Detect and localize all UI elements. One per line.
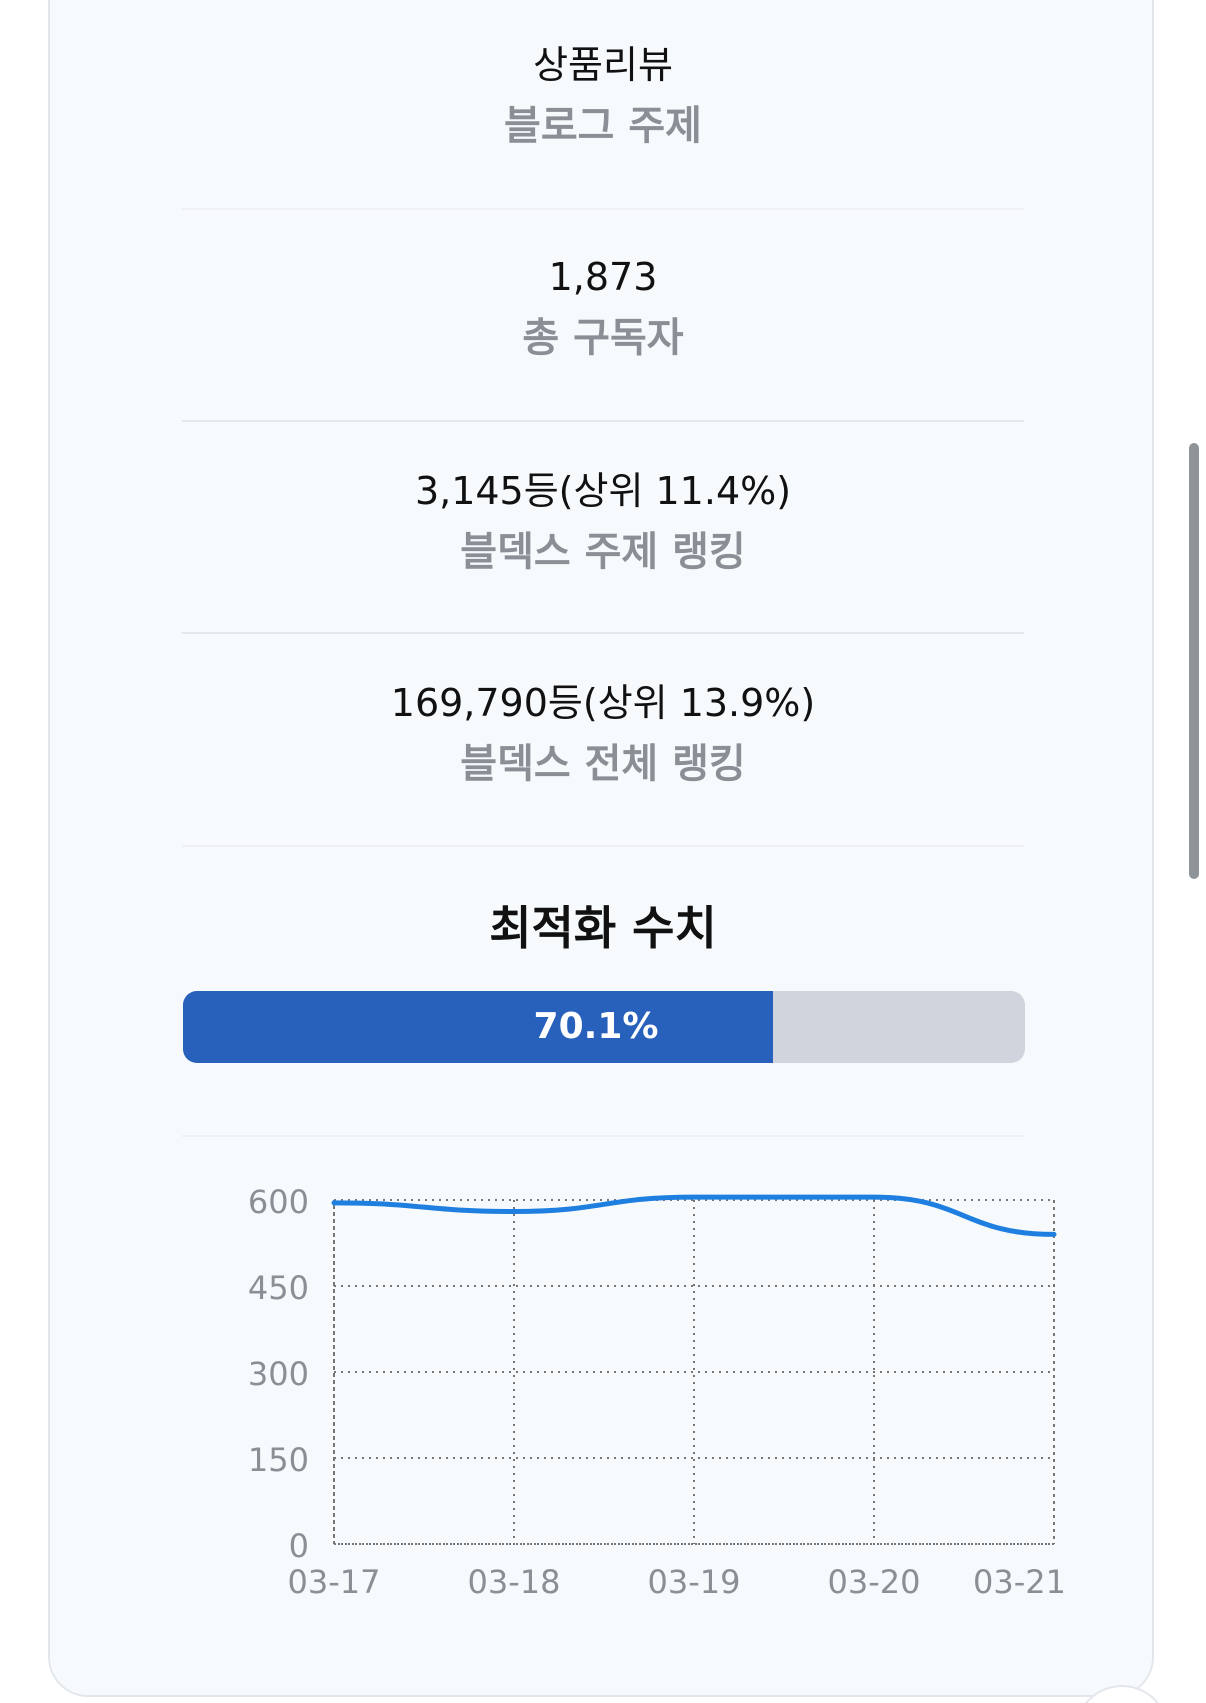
subscribers-label: 총 구독자 bbox=[522, 315, 684, 361]
stat-subscribers: 1,873 총 구독자 bbox=[0, 258, 1206, 358]
scrollbar-thumb[interactable] bbox=[1189, 443, 1199, 879]
topic-ranking-label: 블덱스 주제 랭킹 bbox=[460, 529, 746, 575]
stat-overall-ranking: 169,790등(상위 13.9%) 블덱스 전체 랭킹 bbox=[0, 684, 1206, 784]
stat-topic-ranking: 3,145등(상위 11.4%) 블덱스 주제 랭킹 bbox=[0, 472, 1206, 572]
divider bbox=[182, 208, 1024, 210]
divider bbox=[182, 632, 1024, 634]
optimization-percent-label: 70.1% bbox=[533, 1006, 659, 1047]
topic-ranking-value: 3,145등(상위 11.4%) bbox=[414, 469, 792, 513]
divider bbox=[182, 420, 1024, 422]
overall-ranking-value: 169,790등(상위 13.9%) bbox=[390, 681, 816, 725]
blog-topic-label: 블로그 주제 bbox=[504, 103, 702, 149]
optimization-progress-bar: 70.1% bbox=[183, 991, 1025, 1063]
subscribers-value: 1,873 bbox=[548, 255, 658, 299]
overall-ranking-label: 블덱스 전체 랭킹 bbox=[460, 741, 746, 787]
optimization-title: 최적화 수치 bbox=[489, 901, 717, 955]
optimization-progress-fill bbox=[183, 991, 774, 1063]
stat-blog-topic: 상품리뷰 블로그 주제 bbox=[0, 46, 1206, 146]
blog-topic-value: 상품리뷰 bbox=[533, 43, 673, 87]
divider bbox=[182, 1135, 1024, 1137]
divider bbox=[182, 845, 1024, 847]
